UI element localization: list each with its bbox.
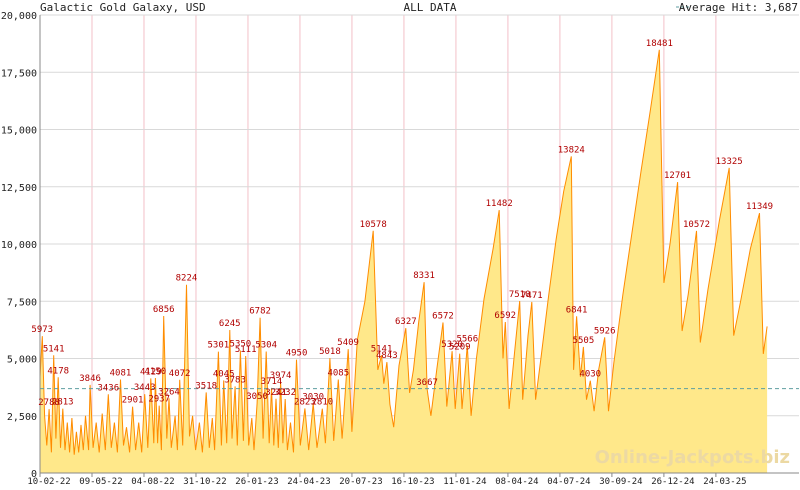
data-label: 4843 <box>376 351 398 361</box>
data-label: 8331 <box>413 271 435 281</box>
data-label: 3241 <box>265 388 287 398</box>
data-label: 5018 <box>319 347 341 357</box>
data-label: 3714 <box>261 377 283 387</box>
x-axis-ticks: 10-02-22 09-05-22 04-08-22 31-10-22 26-01-23… <box>27 473 747 487</box>
data-label: 3518 <box>195 381 217 391</box>
data-label: 3783 <box>224 375 246 385</box>
data-label: 2901 <box>122 396 144 406</box>
data-label: 5973 <box>31 325 53 335</box>
average-hit-label: Average Hit: 3,687 <box>679 1 798 14</box>
x-tick-label: 08-04-24 <box>495 477 538 487</box>
data-label: 3443 <box>134 383 156 393</box>
x-tick-label: 24-04-23 <box>287 477 330 487</box>
data-label: 2823 <box>294 397 316 407</box>
data-label: 5304 <box>255 341 277 351</box>
x-tick-label: 11-01-24 <box>443 477 486 487</box>
data-label: 5320 <box>441 340 463 350</box>
series-area-fill <box>40 49 768 474</box>
y-tick-label: 10,000 <box>1 240 37 251</box>
range-label: ALL DATA <box>404 1 457 14</box>
x-tick-label: 09-05-22 <box>79 477 122 487</box>
data-label: 5301 <box>208 341 230 351</box>
x-tick-label: 24-03-25 <box>703 477 746 487</box>
data-label: 3846 <box>79 374 101 384</box>
data-label: 5409 <box>337 338 359 348</box>
data-label: 2810 <box>312 398 334 408</box>
data-label: 5926 <box>594 326 616 336</box>
data-label: 2788 <box>38 398 60 408</box>
chart-title: Galactic Gold Galaxy, USD <box>40 1 206 14</box>
data-label: 3050 <box>246 392 268 402</box>
data-label: 13824 <box>558 145 585 155</box>
data-label: 10578 <box>360 220 387 230</box>
data-label: 6856 <box>153 305 175 315</box>
data-label: 4085 <box>327 368 349 378</box>
y-tick-label: 15,000 <box>1 126 37 137</box>
data-label: 6572 <box>432 312 454 322</box>
data-label: 2813 <box>52 398 74 408</box>
data-label: 5350 <box>230 339 252 349</box>
data-label: 11349 <box>746 202 773 212</box>
data-label: 4950 <box>286 349 308 359</box>
y-tick-label: 7,500 <box>7 297 37 308</box>
y-tick-label: 2,500 <box>7 412 37 423</box>
data-label: 3436 <box>97 383 119 393</box>
data-label: 12701 <box>664 171 691 181</box>
average-legend: Average Hit: 3,687 <box>676 1 798 14</box>
x-tick-label: 26-12-24 <box>651 477 694 487</box>
data-label: 6841 <box>566 305 588 315</box>
data-label: 7510 <box>509 290 531 300</box>
data-label: 5566 <box>456 335 478 345</box>
x-tick-label: 04-08-22 <box>131 477 174 487</box>
data-label: 13325 <box>716 157 743 167</box>
data-label: 4072 <box>169 369 191 379</box>
data-label: 4178 <box>47 366 69 376</box>
x-tick-label: 31-10-22 <box>183 477 226 487</box>
y-tick-label: 12,500 <box>1 183 37 194</box>
data-label: 18481 <box>646 39 673 49</box>
y-tick-label: 0 <box>31 469 37 480</box>
y-axis-ticks: 0 2,500 5,000 7,500 10,000 12,500 15,000 17,500… <box>1 11 37 480</box>
data-label: 10572 <box>683 220 710 230</box>
data-label: 3232 <box>274 388 296 398</box>
y-tick-label: 5,000 <box>7 355 37 366</box>
data-label: 7471 <box>521 291 543 301</box>
data-label: 6782 <box>249 307 271 317</box>
data-label: 11482 <box>486 199 513 209</box>
x-tick-label: 04-07-24 <box>547 477 590 487</box>
data-label: 3667 <box>416 378 438 388</box>
data-label: 5141 <box>371 344 393 354</box>
x-tick-label: 10-02-22 <box>27 477 70 487</box>
data-label: 3974 <box>270 371 292 381</box>
x-tick-label: 16-10-23 <box>391 477 434 487</box>
x-tick-label: 30-09-24 <box>599 477 642 487</box>
data-label: 6327 <box>395 317 417 327</box>
data-label: 5209 <box>449 343 471 353</box>
data-label: 3030 <box>302 393 324 403</box>
data-label: 4045 <box>213 369 235 379</box>
watermark: Online-Jackpots.biz <box>595 447 790 468</box>
data-label: 3264 <box>158 387 180 397</box>
x-tick-label: 20-07-23 <box>339 477 382 487</box>
data-label: 8224 <box>176 274 198 284</box>
x-tick-label: 26-01-23 <box>235 477 278 487</box>
data-label: 4150 <box>145 367 167 377</box>
data-label: 4129 <box>140 367 162 377</box>
data-label: 5505 <box>573 336 595 346</box>
data-label: 6592 <box>494 311 516 321</box>
y-tick-label: 17,500 <box>1 68 37 79</box>
data-label: 5141 <box>43 344 65 354</box>
data-label: 2937 <box>148 395 170 405</box>
data-label: 6245 <box>219 319 241 329</box>
data-label: 5111 <box>235 345 257 355</box>
data-label: 4081 <box>110 369 132 379</box>
y-tick-label: 20,000 <box>1 11 37 22</box>
data-label: 4030 <box>579 370 601 380</box>
series-line <box>39 49 768 455</box>
